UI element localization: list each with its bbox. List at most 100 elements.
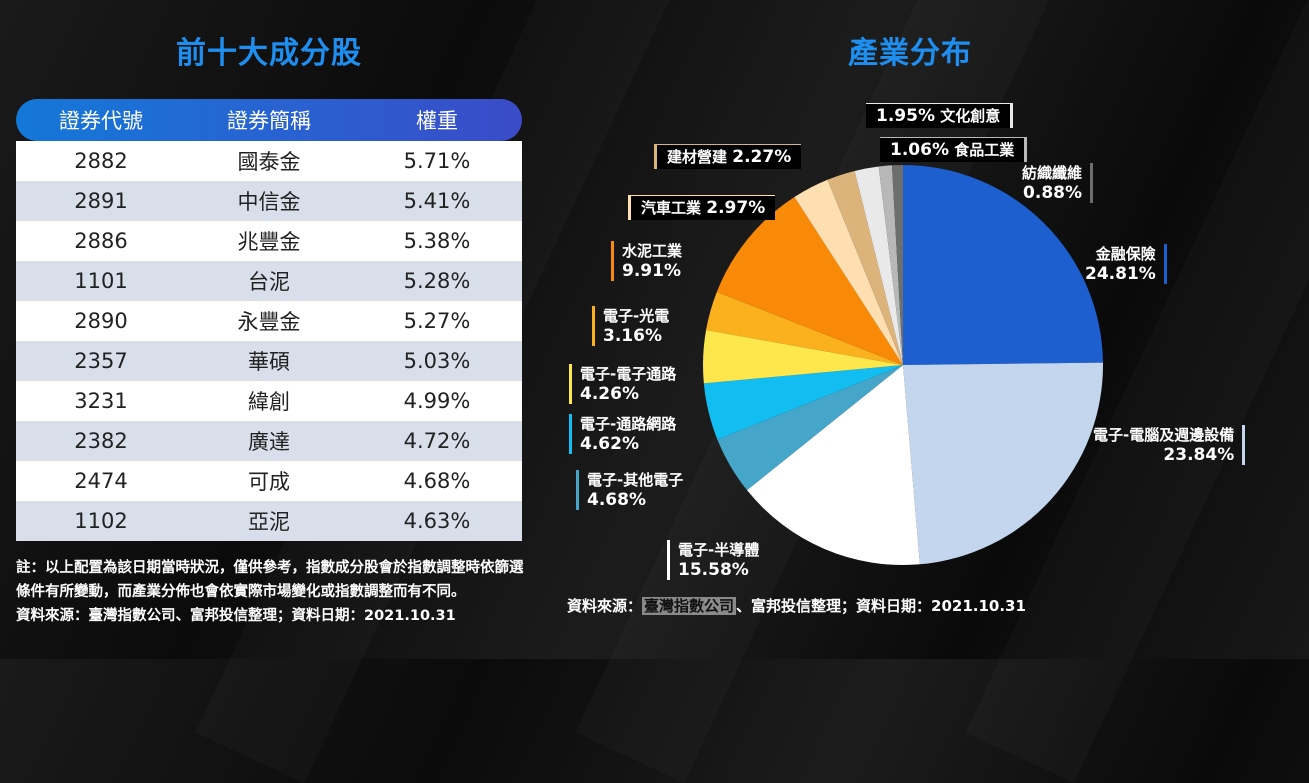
pie-label-name: 建材營建 xyxy=(667,148,728,166)
industry-title: 產業分布 xyxy=(848,36,972,71)
pie-label: 電子-電腦及週邊設備 23.84% xyxy=(1093,425,1246,465)
cell-name: 台泥 xyxy=(248,270,290,294)
pie-label: 電子-通路網路 4.62% xyxy=(569,414,676,454)
pie-label-name: 水泥工業 xyxy=(622,242,683,260)
pie-label: 汽車工業 2.97% xyxy=(628,195,776,220)
table-header: 證券代號 證券簡稱 權重 xyxy=(16,99,522,141)
table-row: 2890 永豐金 5.27% xyxy=(16,301,522,341)
pie-label-name: 電子-光電 xyxy=(603,307,670,325)
table-row: 2357 華碩 5.03% xyxy=(16,341,522,381)
table-row: 2474 可成 4.68% xyxy=(16,461,522,501)
cell-weight: 4.72% xyxy=(403,429,471,453)
pie-label-name: 電子-電子通路 xyxy=(580,365,677,383)
pie-label-name: 紡織纖維 xyxy=(1022,164,1083,182)
pie-slice xyxy=(854,166,903,365)
pie-slice xyxy=(703,365,903,440)
cell-name: 中信金 xyxy=(237,190,301,214)
pie-slice xyxy=(716,197,903,365)
cell-code: 2357 xyxy=(74,349,128,373)
pie-label-value: 1.06% xyxy=(890,140,949,160)
cell-code: 2886 xyxy=(74,229,128,253)
pie-label-value: 4.26% xyxy=(580,384,639,404)
cell-weight: 4.63% xyxy=(403,509,471,533)
chart-source-prefix: 資料來源： xyxy=(567,597,643,615)
cell-name: 國泰金 xyxy=(237,150,301,174)
pie-label-value: 15.58% xyxy=(678,560,749,580)
pie-slice xyxy=(827,170,903,365)
pie-label: 電子-半導體 15.58% xyxy=(667,540,759,580)
pie-slice xyxy=(878,165,903,365)
cell-weight: 5.27% xyxy=(403,309,471,333)
footnote-source: 資料來源：臺灣指數公司、富邦投信整理；資料日期：2021.10.31 xyxy=(16,608,456,624)
table-row: 2886 兆豐金 5.38% xyxy=(16,221,522,261)
pie-label-name: 電子-其他電子 xyxy=(587,471,684,489)
cell-code: 1101 xyxy=(74,269,128,293)
cell-name: 永豐金 xyxy=(237,310,301,334)
table-row: 2891 中信金 5.41% xyxy=(16,181,522,221)
industry-pie-chart xyxy=(703,165,1103,565)
chart-source: 資料來源： 臺灣指數公司 、富邦投信整理；資料日期：2021.10.31 xyxy=(567,595,1026,616)
table-row: 1101 台泥 5.28% xyxy=(16,261,522,301)
cell-code: 2474 xyxy=(74,469,128,493)
pie-label-value: 3.16% xyxy=(603,326,662,346)
pie-slice xyxy=(717,365,903,491)
table-row: 2882 國泰金 5.71% xyxy=(16,141,522,181)
cell-weight: 5.71% xyxy=(403,149,471,173)
pie-slice xyxy=(703,330,903,384)
pie-label-value: 23.84% xyxy=(1163,445,1235,465)
pie-label: 電子-光電 3.16% xyxy=(592,306,669,346)
cell-code: 2882 xyxy=(74,149,128,173)
pie-slice xyxy=(747,365,920,565)
pie-label: 建材營建 2.27% xyxy=(654,144,802,169)
pie-label: 電子-其他電子 4.68% xyxy=(576,470,683,510)
pie-slice xyxy=(891,165,903,365)
footnote-text: 註：以上配置為該日期當時狀況，僅供參考，指數成分股會於指數調整時依篩選條件有所變… xyxy=(16,560,524,600)
pie-label-name: 金融保險 xyxy=(1095,245,1156,263)
pie-label: 1.95% 文化創意 xyxy=(866,103,1014,128)
cell-code: 3231 xyxy=(74,389,128,413)
chart-source-highlight: 臺灣指數公司 xyxy=(642,597,737,615)
header-name: 證券簡稱 xyxy=(227,109,311,133)
cell-weight: 5.41% xyxy=(403,189,471,213)
cell-weight: 4.68% xyxy=(403,469,471,493)
header-code: 證券代號 xyxy=(59,109,143,133)
pie-slice xyxy=(706,291,903,365)
pie-slice xyxy=(903,165,1103,365)
pie-label: 電子-電子通路 4.26% xyxy=(569,364,676,404)
cell-name: 廣達 xyxy=(248,430,290,454)
pie-label-value: 4.68% xyxy=(587,490,646,510)
header-weight: 權重 xyxy=(416,109,458,133)
cell-code: 2382 xyxy=(74,429,128,453)
pie-label-name: 汽車工業 xyxy=(641,199,702,217)
pie-label-value: 2.97% xyxy=(706,198,766,218)
pie-label-value: 24.81% xyxy=(1085,264,1156,284)
pie-label-value: 1.95% xyxy=(876,106,935,126)
table-row: 3231 緯創 4.99% xyxy=(16,381,522,421)
pie-label: 紡織纖維 0.88% xyxy=(1022,163,1094,203)
pie-label-name: 電子-半導體 xyxy=(678,541,760,559)
cell-name: 可成 xyxy=(248,470,290,494)
cell-code: 2891 xyxy=(74,189,128,213)
pie-slice xyxy=(794,179,903,365)
pie-label-value: 0.88% xyxy=(1023,183,1083,203)
holdings-table: 證券代號 證券簡稱 權重 2882 國泰金 5.71% 2891 中信金 5.41% 288… xyxy=(16,99,522,541)
pie-label-value: 4.62% xyxy=(580,434,639,454)
table-row: 1102 亞泥 4.63% xyxy=(16,501,522,541)
cell-name: 兆豐金 xyxy=(237,230,301,254)
cell-weight: 5.38% xyxy=(403,229,471,253)
cell-weight: 5.03% xyxy=(403,349,471,373)
table-body: 2882 國泰金 5.71% 2891 中信金 5.41% 2886 兆豐金 5.38% 1101… xyxy=(16,141,522,541)
chart-source-suffix: 、富邦投信整理；資料日期：2021.10.31 xyxy=(736,597,1026,615)
pie-slice xyxy=(903,362,1103,565)
pie-label-name: 食品工業 xyxy=(954,141,1015,159)
footnote: 註：以上配置為該日期當時狀況，僅供參考，指數成分股會於指數調整時依篩選條件有所變… xyxy=(16,556,531,628)
top10-title: 前十大成分股 xyxy=(176,36,362,71)
pie-label-value: 9.91% xyxy=(622,261,681,281)
pie-label-value: 2.27% xyxy=(732,147,792,167)
pie-label-name: 電子-電腦及週邊設備 xyxy=(1093,426,1235,444)
cell-weight: 5.28% xyxy=(403,269,471,293)
pie-label: 1.06% 食品工業 xyxy=(880,137,1028,162)
pie-label: 水泥工業 9.91% xyxy=(611,241,682,281)
cell-code: 1102 xyxy=(74,509,128,533)
cell-name: 緯創 xyxy=(248,390,290,414)
